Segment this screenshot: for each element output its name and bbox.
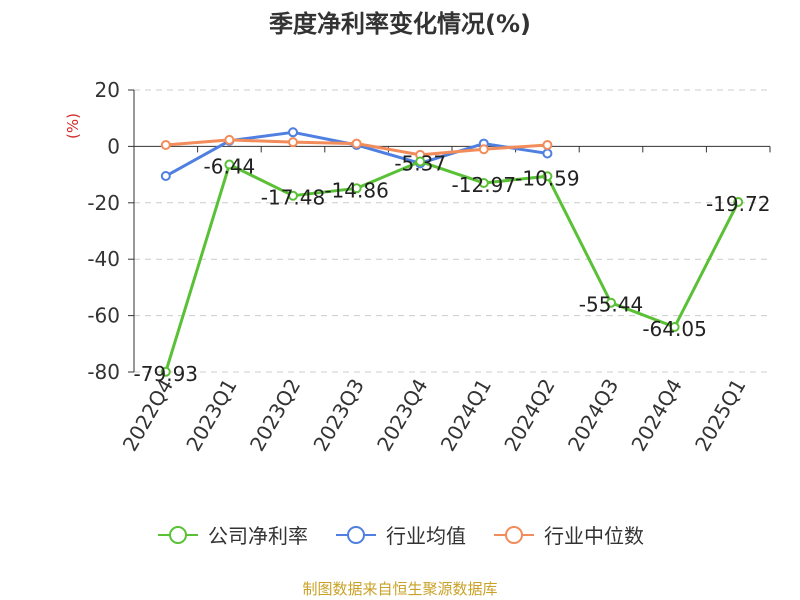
x-tick-label: 2024Q2 <box>499 375 559 456</box>
x-tick-label: 2022Q4 <box>118 375 178 456</box>
x-tick-label: 2023Q3 <box>308 375 368 456</box>
legend-item-industry-mean[interactable]: 行业均值 <box>334 520 466 549</box>
data-point <box>160 366 171 377</box>
x-tick-label: 2023Q2 <box>245 375 305 456</box>
chart-legend: 公司净利率 行业均值 行业中位数 <box>0 520 800 549</box>
legend-item-industry-median[interactable]: 行业中位数 <box>492 520 644 549</box>
data-source-footer: 制图数据来自恒生聚源数据库 <box>302 580 498 598</box>
data-point <box>288 127 298 138</box>
x-tick-label: 2023Q4 <box>372 375 432 456</box>
data-point <box>351 183 362 194</box>
data-label: -79.93 <box>134 362 198 386</box>
y-tick-label: -40 <box>87 247 120 271</box>
y-tick-label: -80 <box>87 360 120 384</box>
data-point <box>542 171 553 182</box>
data-point <box>733 197 744 208</box>
legend-label-industry-mean: 行业均值 <box>386 524 466 548</box>
y-tick-label: 0 <box>107 134 120 158</box>
data-point <box>542 139 553 150</box>
series-line-0 <box>164 160 740 373</box>
data-label: -10.59 <box>515 166 579 190</box>
data-point <box>669 322 680 333</box>
x-tick-label: 2024Q3 <box>563 375 623 456</box>
data-label: -17.48 <box>261 186 325 210</box>
y-tick-label: 20 <box>95 78 120 102</box>
data-point <box>224 134 235 145</box>
legend-label-company: 公司净利率 <box>208 524 308 548</box>
legend-marker-industry-median <box>494 525 534 544</box>
legend-marker-company <box>158 525 198 544</box>
x-tick-label: 2025Q1 <box>690 375 750 456</box>
chart-title: 季度净利率变化情况(%) <box>269 10 531 38</box>
legend-marker-industry-mean <box>336 525 376 544</box>
x-tick-label: 2024Q4 <box>626 375 686 456</box>
data-point <box>288 190 298 201</box>
y-tick-label: -20 <box>87 191 120 215</box>
data-point <box>478 144 489 155</box>
data-point <box>224 159 235 170</box>
data-label: -64.05 <box>642 317 706 341</box>
data-point <box>606 297 616 308</box>
data-point <box>160 171 171 182</box>
legend-label-industry-median: 行业中位数 <box>544 524 644 548</box>
data-point <box>542 148 553 159</box>
y-tick-label: -60 <box>87 304 120 328</box>
data-label: -5.37 <box>394 152 446 176</box>
data-point <box>415 156 426 167</box>
data-label: -19.72 <box>706 192 770 216</box>
x-tick-label: 2024Q1 <box>436 375 496 456</box>
data-label: -12.97 <box>452 173 516 197</box>
data-label: -55.44 <box>579 293 643 317</box>
legend-item-company[interactable]: 公司净利率 <box>156 520 308 549</box>
x-tick-label: 2023Q1 <box>181 375 241 456</box>
data-point <box>160 139 171 150</box>
data-point <box>478 177 489 188</box>
data-point <box>288 137 298 148</box>
data-label: -6.44 <box>204 155 256 179</box>
data-point <box>351 138 362 149</box>
y-axis-label: (%) <box>64 113 82 139</box>
data-label: -14.86 <box>324 178 388 202</box>
